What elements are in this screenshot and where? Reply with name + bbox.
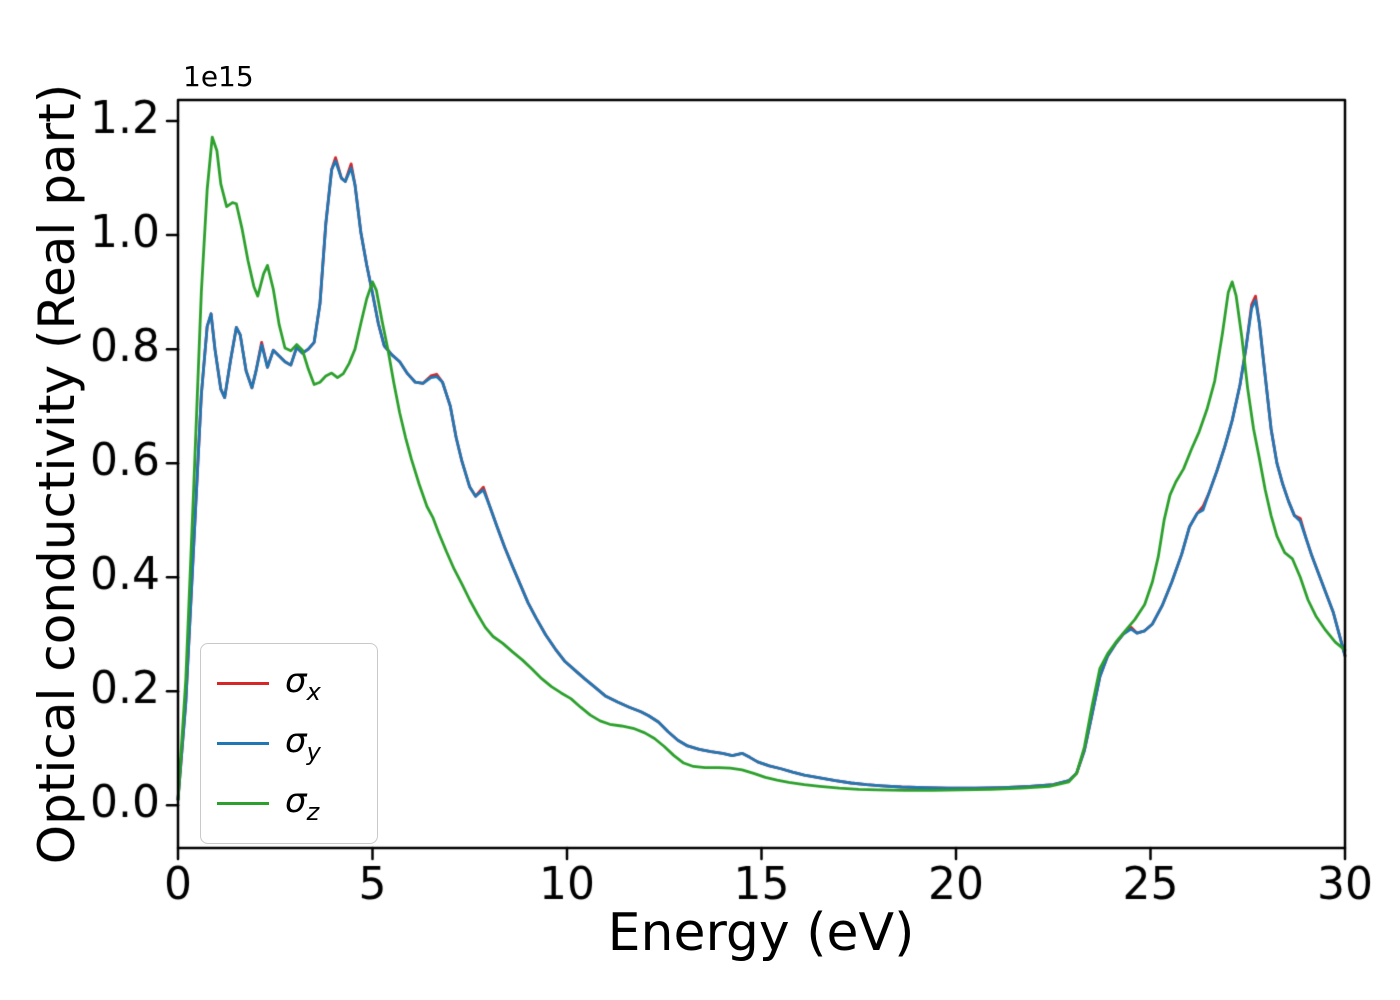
- legend-item-sigma_z: σz: [217, 780, 359, 826]
- y-axis-offset-text: 1e15: [183, 60, 254, 93]
- legend-label-sigma_y: σy: [285, 720, 321, 766]
- legend-item-sigma_x: σx: [217, 664, 359, 704]
- legend-line-sigma_z: [217, 801, 269, 805]
- y-axis-label: Optical conductivity (Real part): [28, 83, 86, 865]
- legend-line-sigma_y: [217, 742, 269, 746]
- legend-line-sigma_x: [217, 682, 269, 686]
- legend-label-sigma_x: σx: [285, 661, 321, 706]
- legend: σx σy σz: [200, 643, 378, 845]
- legend-label-sigma_z: σz: [285, 780, 320, 826]
- x-axis-label: Energy (eV): [607, 903, 915, 963]
- legend-item-sigma_y: σy: [217, 724, 359, 764]
